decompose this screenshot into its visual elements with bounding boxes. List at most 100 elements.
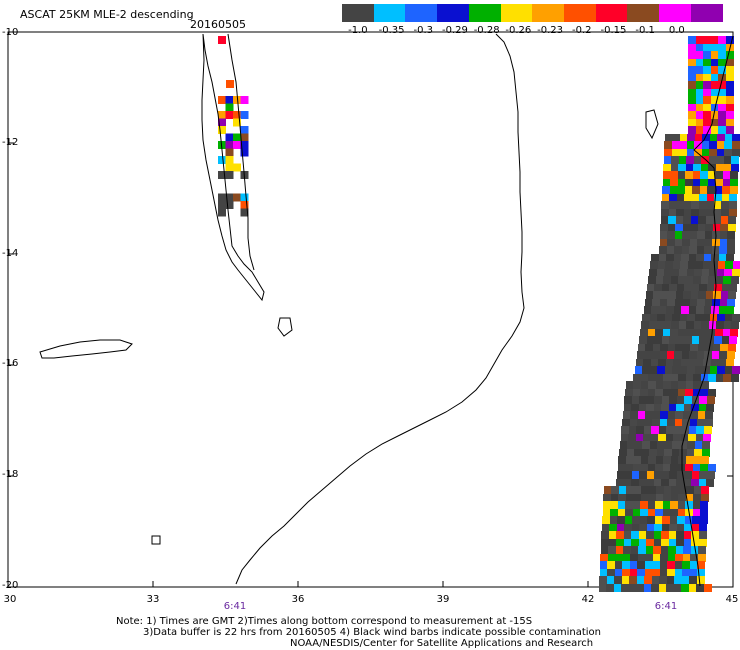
- wind-pixel: [685, 501, 693, 509]
- wind-pixel: [226, 96, 234, 104]
- wind-pixel: [678, 389, 686, 397]
- wind-pixel: [645, 299, 653, 307]
- wind-pixel: [642, 449, 650, 457]
- wind-pixel: [629, 576, 637, 584]
- wind-pixel: [719, 246, 727, 254]
- wind-pixel: [666, 426, 674, 434]
- wind-pixel: [653, 411, 661, 419]
- wind-pixel: [663, 374, 671, 382]
- lat-label: -18: [2, 469, 18, 480]
- wind-pixel: [687, 441, 695, 449]
- wind-pixel: [241, 111, 249, 119]
- wind-pixel: [705, 411, 713, 419]
- wind-pixel: [657, 269, 665, 277]
- wind-pixel: [652, 299, 660, 307]
- wind-pixel: [670, 464, 678, 472]
- wind-pixel: [673, 434, 681, 442]
- wind-pixel: [688, 59, 696, 67]
- wind-pixel: [690, 419, 698, 427]
- wind-pixel: [699, 284, 707, 292]
- wind-pixel: [649, 321, 657, 329]
- wind-pixel: [600, 569, 608, 577]
- wind-pixel: [616, 531, 624, 539]
- wind-pixel: [679, 141, 687, 149]
- wind-pixel: [670, 501, 678, 509]
- wind-pixel: [696, 89, 704, 97]
- wind-pixel: [709, 149, 717, 157]
- wind-pixel: [683, 224, 691, 232]
- wind-pixel: [632, 524, 640, 532]
- wind-pixel: [687, 314, 695, 322]
- wind-pixel: [657, 449, 665, 457]
- wind-pixel: [680, 366, 688, 374]
- wind-pixel: [731, 374, 739, 382]
- wind-pixel: [678, 494, 686, 502]
- wind-pixel: [610, 509, 618, 517]
- wind-pixel: [711, 126, 719, 134]
- wind-pixel: [602, 516, 610, 524]
- wind-pixel: [719, 351, 727, 359]
- wind-pixel: [706, 201, 714, 209]
- wind-pixel: [685, 179, 693, 187]
- wind-pixel: [707, 194, 715, 202]
- wind-pixel: [662, 186, 670, 194]
- wind-pixel: [710, 366, 718, 374]
- wind-pixel: [640, 389, 648, 397]
- wind-pixel: [689, 584, 697, 592]
- wind-pixel: [706, 216, 714, 224]
- wind-pixel: [635, 441, 643, 449]
- wind-pixel: [667, 299, 675, 307]
- wind-pixel: [633, 494, 641, 502]
- wind-pixel: [725, 366, 733, 374]
- wind-pixel: [653, 546, 661, 554]
- wind-pixel: [675, 419, 683, 427]
- wind-pixel: [697, 419, 705, 427]
- wind-pixel: [648, 374, 656, 382]
- wind-pixel: [622, 561, 630, 569]
- wind-pixel: [647, 396, 655, 404]
- wind-pixel: [609, 531, 617, 539]
- wind-pixel: [621, 584, 629, 592]
- wind-pixel: [716, 374, 724, 382]
- wind-pixel: [671, 374, 679, 382]
- wind-pixel: [678, 329, 686, 337]
- wind-pixel: [651, 254, 659, 262]
- wind-pixel: [658, 434, 666, 442]
- wind-pixel: [723, 171, 731, 179]
- wind-pixel: [656, 374, 664, 382]
- wind-pixel: [642, 314, 650, 322]
- wind-pixel: [730, 329, 738, 337]
- wind-pixel: [664, 269, 672, 277]
- wind-pixel: [708, 374, 716, 382]
- wind-pixel: [645, 419, 653, 427]
- wind-pixel: [684, 396, 692, 404]
- wind-pixel: [668, 546, 676, 554]
- wind-pixel: [703, 111, 711, 119]
- wind-pixel: [622, 576, 630, 584]
- wind-pixel: [619, 449, 627, 457]
- wind-pixel: [666, 584, 674, 592]
- wind-pixel: [641, 494, 649, 502]
- wind-pixel: [676, 216, 684, 224]
- wind-pixel: [688, 359, 696, 367]
- wind-pixel: [687, 269, 695, 277]
- wind-pixel: [673, 261, 681, 269]
- wind-pixel: [693, 179, 701, 187]
- wind-pixel: [662, 194, 670, 202]
- wind-pixel: [717, 134, 725, 142]
- wind-pixel: [692, 194, 700, 202]
- wind-pixel: [677, 194, 685, 202]
- wind-pixel: [661, 216, 669, 224]
- wind-pixel: [241, 194, 249, 202]
- wind-pixel: [631, 531, 639, 539]
- lon-label: 45: [726, 594, 739, 605]
- wind-pixel: [636, 426, 644, 434]
- lat-label: -16: [2, 358, 18, 369]
- wind-pixel: [226, 171, 234, 179]
- wind-pixel: [241, 134, 249, 142]
- wind-pixel: [659, 246, 667, 254]
- wind-pixel: [633, 381, 641, 389]
- wind-pixel: [711, 51, 719, 59]
- wind-pixel: [226, 80, 234, 88]
- wind-pixel: [660, 344, 668, 352]
